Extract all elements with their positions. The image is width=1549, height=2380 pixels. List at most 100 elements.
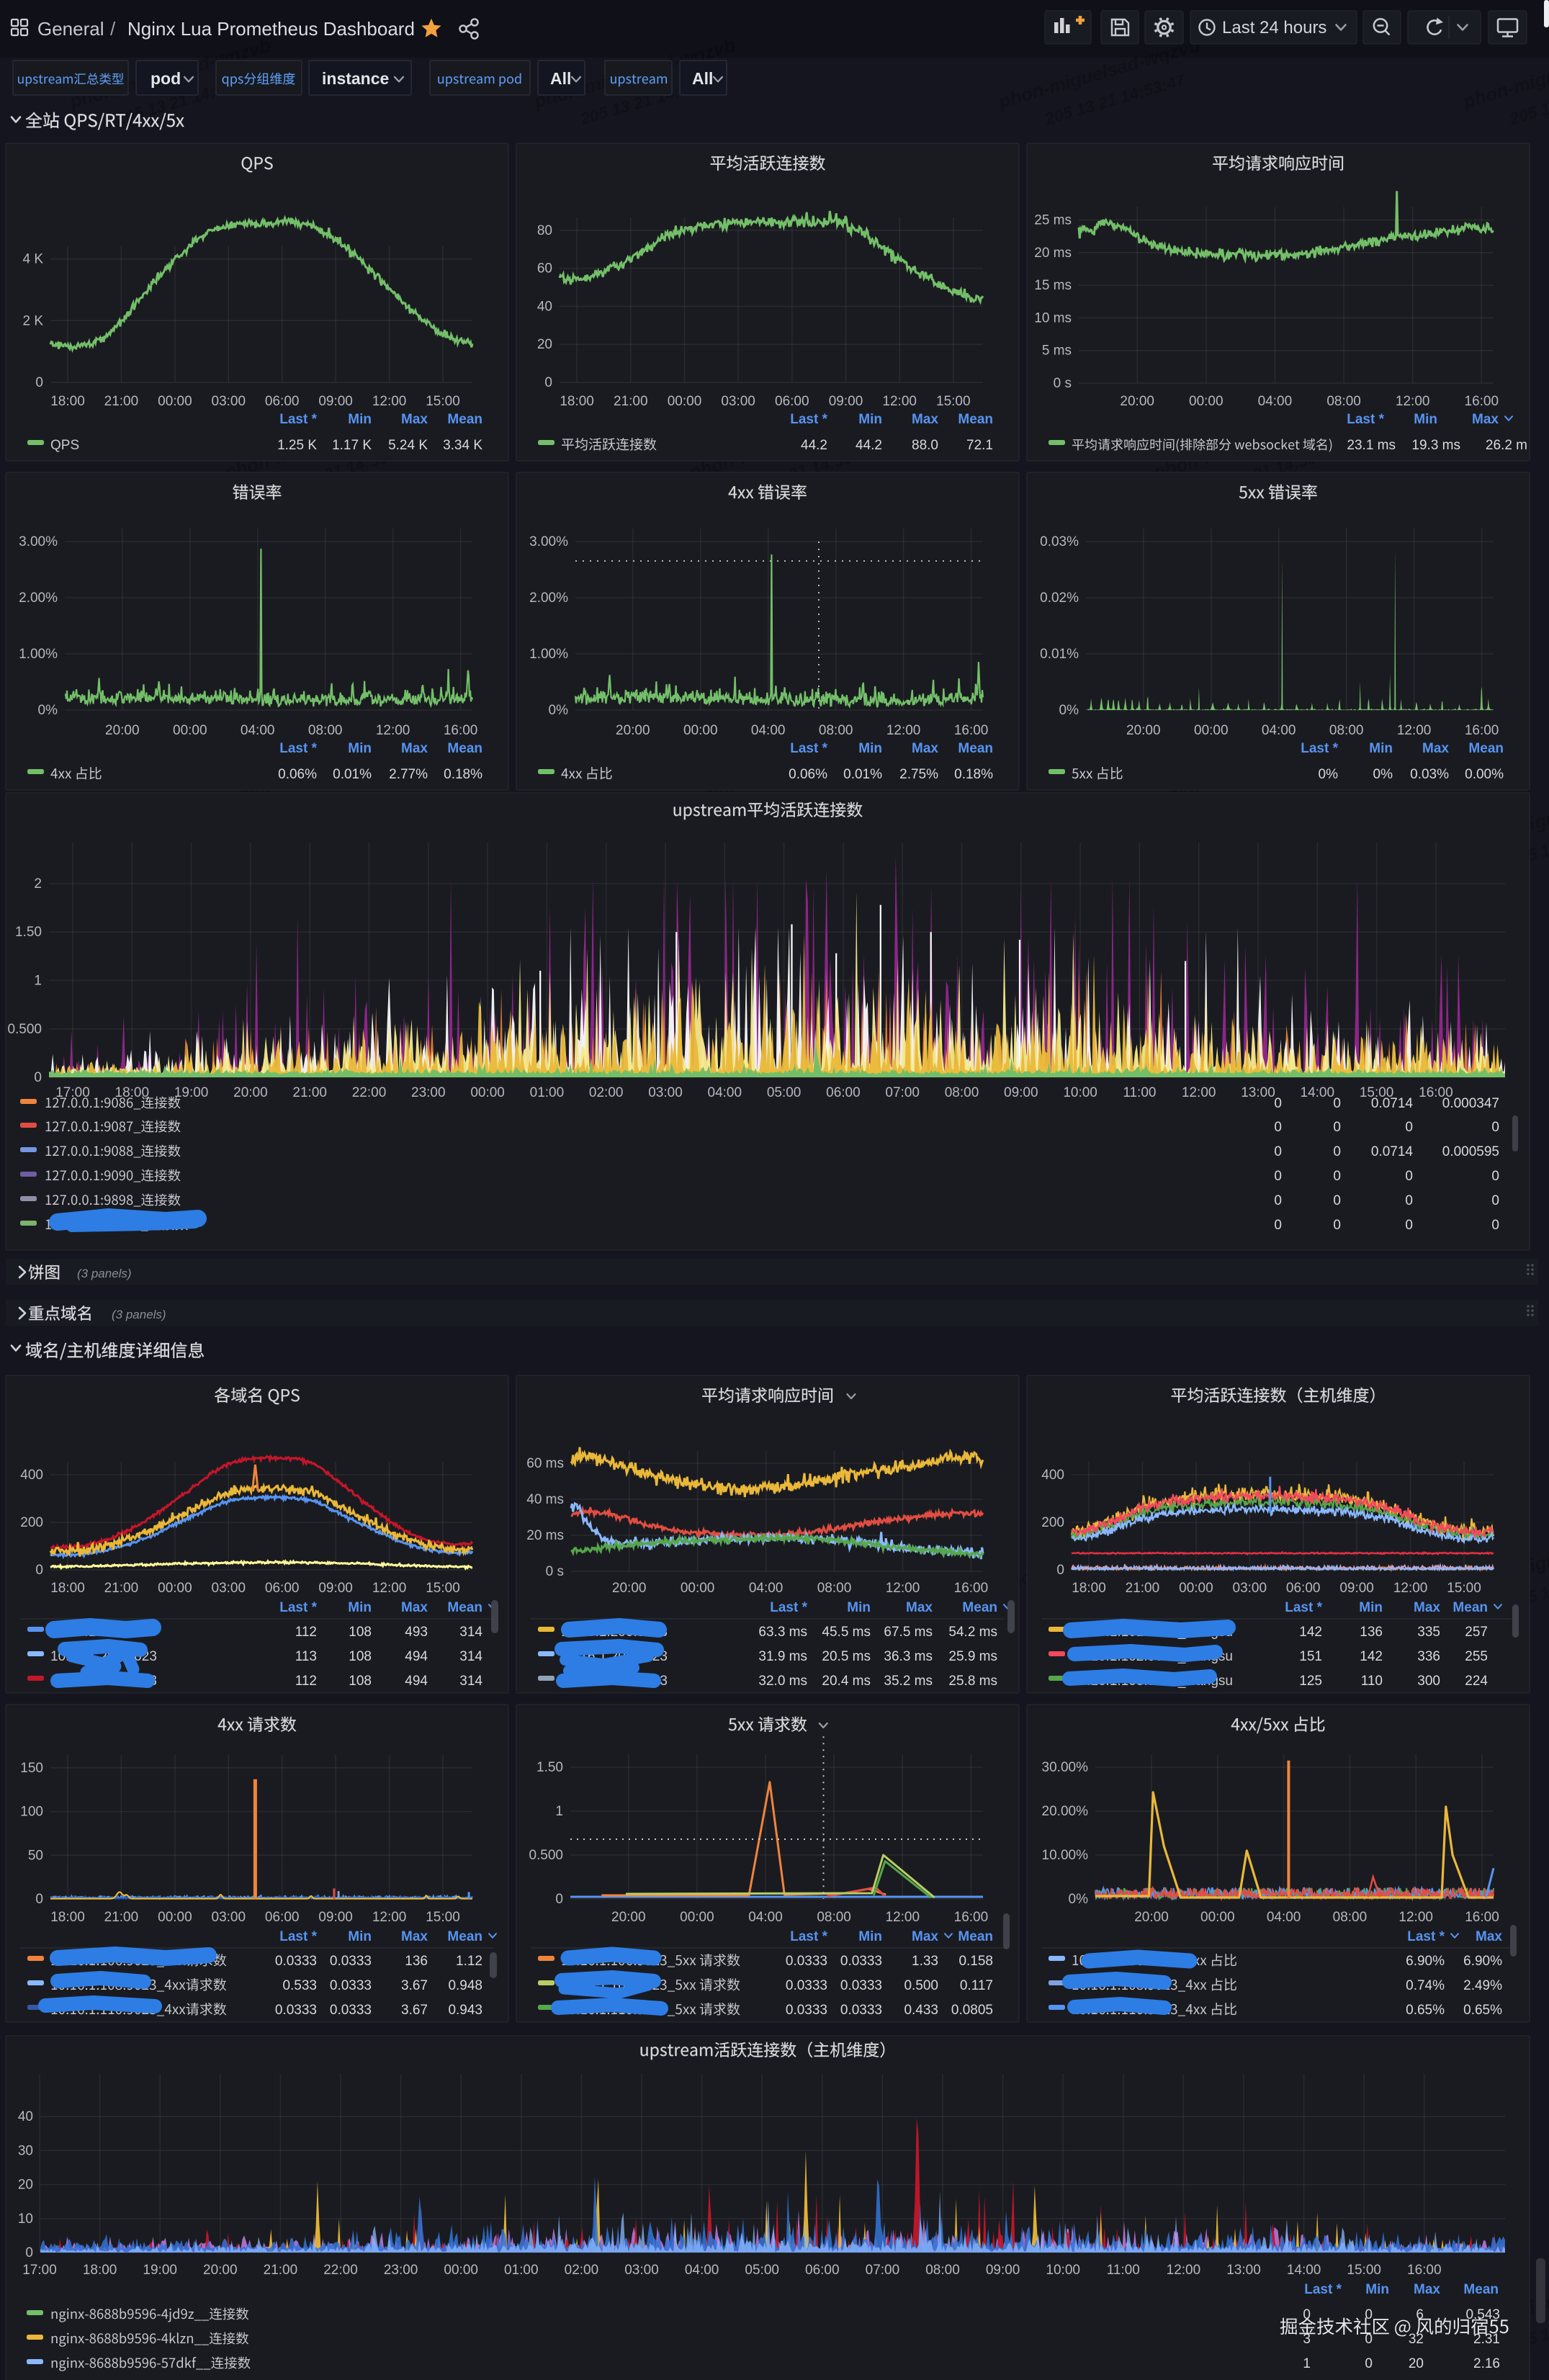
svg-text:03:00: 03:00: [212, 394, 246, 409]
svg-text:2: 2: [34, 876, 42, 892]
svg-text:0%: 0%: [38, 703, 58, 718]
svg-text:3.67: 3.67: [401, 1978, 428, 1993]
svg-text:2.00%: 2.00%: [529, 590, 568, 606]
svg-text:02:00: 02:00: [589, 1085, 624, 1100]
svg-text:0: 0: [1333, 1120, 1341, 1135]
svg-text:110: 110: [1361, 1674, 1383, 1689]
svg-text:Max: Max: [1422, 741, 1449, 756]
svg-text:06:00: 06:00: [265, 394, 300, 409]
svg-text:50: 50: [28, 1848, 43, 1863]
svg-text:08:00: 08:00: [945, 1085, 979, 1100]
svg-text:100: 100: [20, 1805, 43, 1820]
svg-text:0.0333: 0.0333: [275, 2003, 317, 2018]
svg-text:Last *: Last *: [279, 412, 317, 427]
svg-text:22:00: 22:00: [352, 1085, 387, 1100]
svg-text:4 K: 4 K: [22, 252, 43, 267]
svg-text:Max: Max: [1414, 2282, 1440, 2297]
svg-text:12:00: 12:00: [372, 1910, 407, 1925]
svg-text:Last *: Last *: [790, 741, 827, 756]
svg-text:Mean: Mean: [447, 1929, 482, 1944]
svg-text:20: 20: [537, 337, 552, 352]
svg-text:08:00: 08:00: [1329, 723, 1364, 738]
svg-text:0: 0: [1274, 1218, 1282, 1233]
svg-text:Min: Min: [858, 741, 882, 756]
svg-text:01:00: 01:00: [504, 2263, 539, 2278]
svg-text:0: 0: [1333, 1218, 1341, 1233]
svg-text:23:00: 23:00: [411, 1085, 446, 1100]
svg-text:494: 494: [405, 1674, 428, 1689]
svg-text:0: 0: [1491, 1218, 1499, 1233]
svg-text:06:00: 06:00: [775, 394, 809, 409]
svg-text:60: 60: [537, 261, 552, 277]
svg-text:0.0333: 0.0333: [275, 1954, 317, 1969]
svg-text:20.5 ms: 20.5 ms: [822, 1649, 871, 1664]
svg-text:15:00: 15:00: [1360, 1085, 1394, 1100]
svg-text:07:00: 07:00: [866, 2263, 900, 2278]
svg-text:0.0333: 0.0333: [840, 2003, 882, 2018]
svg-text:0.0805: 0.0805: [951, 2003, 993, 2018]
svg-text:Mean: Mean: [958, 741, 993, 756]
svg-text:32: 32: [1409, 2332, 1424, 2347]
svg-text:20:00: 20:00: [105, 723, 140, 738]
svg-text:0%: 0%: [549, 703, 569, 718]
svg-text:25 ms: 25 ms: [1034, 213, 1072, 228]
svg-text:00:00: 00:00: [668, 394, 702, 409]
svg-text:1.50: 1.50: [536, 1760, 563, 1775]
svg-text:15:00: 15:00: [1447, 1581, 1481, 1596]
svg-text:05:00: 05:00: [745, 2263, 779, 2278]
svg-text:112: 112: [295, 1674, 317, 1689]
svg-text:instance: instance: [322, 69, 389, 88]
svg-text:06:00: 06:00: [265, 1910, 300, 1925]
svg-text:20.00%: 20.00%: [1042, 1804, 1089, 1819]
svg-text:314: 314: [459, 1625, 482, 1640]
svg-text:Last *: Last *: [790, 1929, 827, 1944]
svg-text:Last *: Last *: [1407, 1929, 1445, 1944]
svg-text:40: 40: [537, 299, 552, 314]
svg-text:0: 0: [1405, 1120, 1413, 1135]
svg-text:0.943: 0.943: [448, 2003, 482, 2018]
svg-text:18:00: 18:00: [50, 394, 85, 409]
svg-text:06:00: 06:00: [265, 1581, 300, 1596]
svg-text:494: 494: [405, 1649, 428, 1664]
svg-text:0.01%: 0.01%: [843, 767, 882, 782]
svg-text:3.34 K: 3.34 K: [443, 438, 482, 453]
svg-text:0.948: 0.948: [448, 1978, 482, 1993]
svg-text:Last *: Last *: [279, 1929, 317, 1944]
svg-text:35.2 ms: 35.2 ms: [884, 1674, 933, 1689]
svg-text:Last *: Last *: [279, 741, 317, 756]
svg-text:04:00: 04:00: [751, 723, 786, 738]
svg-text:12:00: 12:00: [1396, 394, 1430, 409]
svg-text:23.1 ms: 23.1 ms: [1347, 438, 1396, 453]
svg-text:0.158: 0.158: [958, 1954, 993, 1969]
svg-text:Max: Max: [401, 1929, 428, 1944]
svg-text:36.3 ms: 36.3 ms: [884, 1649, 933, 1664]
svg-text:Min: Min: [858, 1929, 882, 1944]
svg-text:Mean: Mean: [1453, 1600, 1488, 1615]
svg-text:0: 0: [1491, 1193, 1499, 1208]
svg-text:Min: Min: [348, 1929, 372, 1944]
svg-text:26.2 m: 26.2 m: [1486, 438, 1527, 453]
svg-text:88.0: 88.0: [912, 438, 938, 453]
svg-text:0: 0: [1274, 1169, 1282, 1184]
svg-text:16:00: 16:00: [954, 1581, 989, 1596]
svg-text:31.9 ms: 31.9 ms: [758, 1649, 807, 1664]
svg-text:200: 200: [20, 1515, 43, 1530]
svg-text:08:00: 08:00: [1326, 394, 1361, 409]
svg-text:40: 40: [18, 2109, 33, 2124]
svg-text:0: 0: [1274, 1096, 1282, 1111]
svg-text:3.67: 3.67: [401, 2003, 428, 2018]
svg-text:09:00: 09:00: [1004, 1085, 1038, 1100]
svg-text:67.5 ms: 67.5 ms: [884, 1625, 933, 1640]
svg-text:15:00: 15:00: [426, 1910, 460, 1925]
svg-text:108: 108: [349, 1649, 372, 1664]
svg-text:1: 1: [555, 1804, 563, 1819]
svg-text:Min: Min: [847, 1600, 871, 1615]
svg-text:0.02%: 0.02%: [1040, 590, 1079, 606]
svg-text:0: 0: [1491, 1169, 1499, 1184]
svg-text:Mean: Mean: [958, 1929, 993, 1944]
svg-text:21:00: 21:00: [292, 1085, 327, 1100]
svg-text:09:00: 09:00: [318, 1581, 353, 1596]
svg-text:0.0333: 0.0333: [330, 1954, 372, 1969]
svg-text:06:00: 06:00: [826, 1085, 861, 1100]
svg-text:09:00: 09:00: [318, 394, 353, 409]
